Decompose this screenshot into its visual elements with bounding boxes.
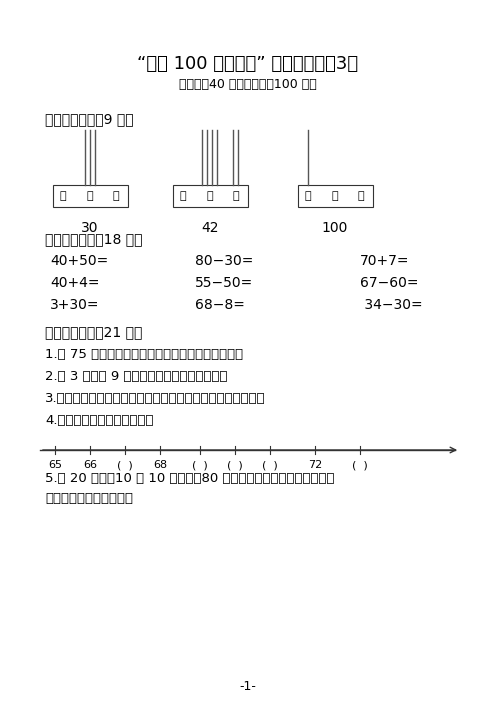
Text: （时间：40 分钟；满分：100 分）: （时间：40 分钟；满分：100 分） bbox=[179, 78, 317, 91]
Text: 72: 72 bbox=[308, 460, 322, 470]
Text: 55−50=: 55−50= bbox=[195, 276, 253, 290]
Bar bbox=[53, 185, 127, 207]
Text: 1.　 75 里面有（　　　）个十和（　　　）个一。: 1. 75 里面有（ ）个十和（ ）个一。 bbox=[45, 348, 243, 361]
Text: (  ): ( ) bbox=[262, 460, 278, 470]
Text: 面一个数是（　　　）。: 面一个数是（ ）。 bbox=[45, 492, 133, 505]
Text: 一、画一画。（9 分）: 一、画一画。（9 分） bbox=[45, 112, 133, 126]
Text: 100: 100 bbox=[322, 221, 348, 235]
Text: 百: 百 bbox=[304, 191, 311, 201]
Text: 34−30=: 34−30= bbox=[360, 298, 423, 312]
Text: 个: 个 bbox=[232, 191, 239, 201]
Text: 十: 十 bbox=[86, 191, 93, 201]
Text: 二、算一算。（18 分）: 二、算一算。（18 分） bbox=[45, 232, 142, 246]
Text: -1-: -1- bbox=[240, 680, 256, 693]
Text: 个: 个 bbox=[357, 191, 364, 201]
Text: 3+30=: 3+30= bbox=[50, 298, 100, 312]
Text: 66: 66 bbox=[83, 460, 97, 470]
Text: 68: 68 bbox=[153, 460, 167, 470]
Text: (  ): ( ) bbox=[192, 460, 208, 470]
Text: 70+7=: 70+7= bbox=[360, 254, 410, 268]
Text: 42: 42 bbox=[201, 221, 219, 235]
Text: 十: 十 bbox=[206, 191, 213, 201]
Text: 40+4=: 40+4= bbox=[50, 276, 100, 290]
Text: 5.从 20 开始，10 个 10 个地数，80 前面一个数是（　　　　），后: 5.从 20 开始，10 个 10 个地数，80 前面一个数是（ ），后 bbox=[45, 472, 334, 485]
Text: 2.　 3 个一和 9 个十组成的数是（　　　）。: 2. 3 个一和 9 个十组成的数是（ ）。 bbox=[45, 370, 228, 383]
Text: 80−30=: 80−30= bbox=[195, 254, 253, 268]
Text: 十: 十 bbox=[331, 191, 338, 201]
Text: 68−8=: 68−8= bbox=[195, 298, 245, 312]
Bar bbox=[298, 185, 372, 207]
Text: “认识 100 以内的数” 同步测试卷（3）: “认识 100 以内的数” 同步测试卷（3） bbox=[137, 55, 359, 73]
Text: 百: 百 bbox=[59, 191, 66, 201]
Text: 百: 百 bbox=[179, 191, 186, 201]
Text: 个: 个 bbox=[112, 191, 119, 201]
Text: (  ): ( ) bbox=[117, 460, 133, 470]
Bar bbox=[173, 185, 248, 207]
Text: 30: 30 bbox=[81, 221, 99, 235]
Text: 67−60=: 67−60= bbox=[360, 276, 419, 290]
Text: 三、填一填。（21 分）: 三、填一填。（21 分） bbox=[45, 325, 142, 339]
Text: 4.按顺序在（　　）里填数。: 4.按顺序在（ ）里填数。 bbox=[45, 414, 153, 427]
Text: (  ): ( ) bbox=[227, 460, 243, 470]
Text: 40+50=: 40+50= bbox=[50, 254, 108, 268]
Text: 3.最大的两位数是（　　　），最小的三位数是（　　　）。: 3.最大的两位数是（ ），最小的三位数是（ ）。 bbox=[45, 392, 266, 405]
Text: 65: 65 bbox=[48, 460, 62, 470]
Text: (  ): ( ) bbox=[352, 460, 368, 470]
